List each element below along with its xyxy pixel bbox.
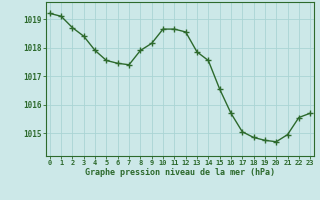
X-axis label: Graphe pression niveau de la mer (hPa): Graphe pression niveau de la mer (hPa) (85, 168, 275, 177)
